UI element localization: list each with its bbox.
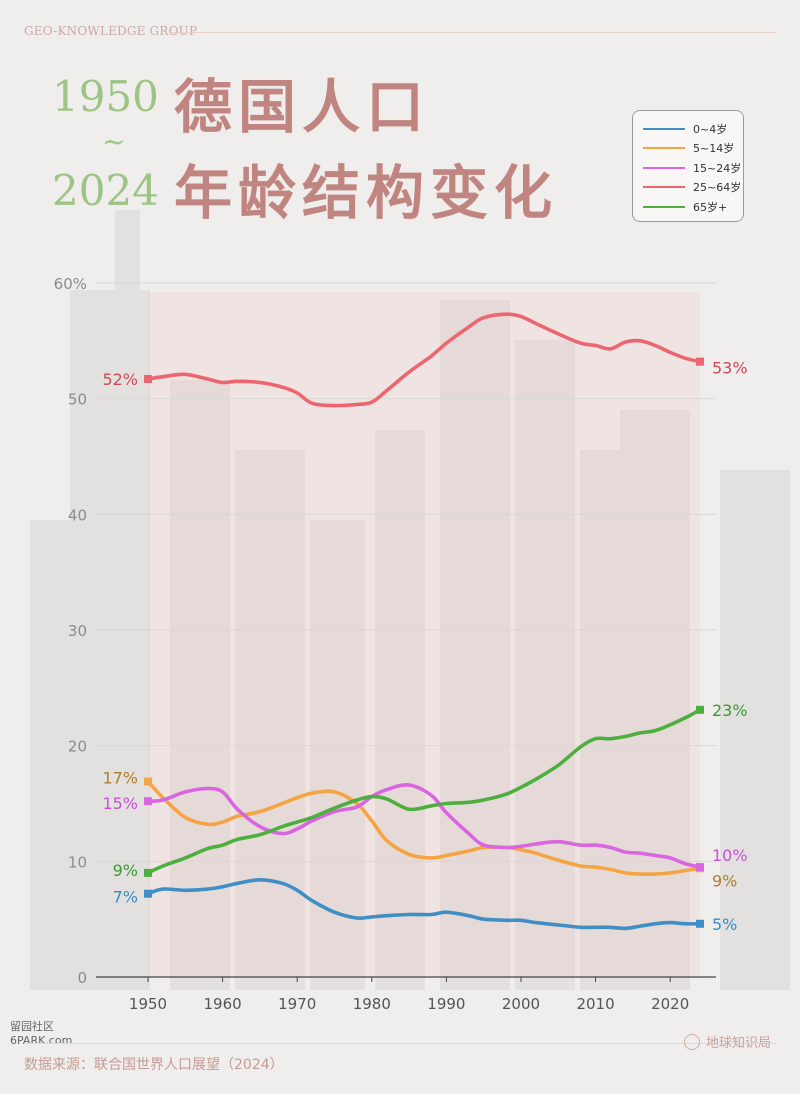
series-line (146, 312, 702, 408)
brand-label: GEO-KNOWLEDGE GROUP (24, 24, 198, 38)
legend-label: 15~24岁 (693, 161, 742, 175)
year-end: 2024 (52, 166, 159, 215)
x-tick-label: 1960 (204, 995, 242, 1013)
x-tick-label: 1990 (427, 995, 465, 1013)
series-end-marker (696, 357, 704, 366)
x-tick-label: 1980 (353, 995, 391, 1013)
series-end-marker (696, 863, 704, 872)
y-tick-label: 10 (68, 853, 87, 871)
series-line (146, 708, 702, 875)
y-tick-label: 0 (77, 969, 87, 987)
legend-item: 15~24岁 (643, 158, 743, 178)
x-tick-label: 2010 (576, 995, 614, 1013)
series-start-label: 15% (102, 794, 138, 813)
series-start-label: 9% (113, 861, 138, 880)
series-line (146, 779, 702, 876)
legend-item: 25~64岁 (643, 178, 743, 198)
series-end-label: 53% (712, 359, 748, 378)
series-start-marker (144, 868, 152, 877)
legend-item: 0~4岁 (643, 119, 743, 139)
series-end-marker (696, 705, 704, 714)
series-start-label: 7% (113, 888, 138, 907)
legend-label: 5~14岁 (693, 142, 735, 156)
series-start-marker (144, 797, 152, 806)
globe-icon (684, 1033, 700, 1050)
series-end-label: 5% (712, 915, 737, 934)
watermark-line-2: 6PARK.com (10, 1034, 73, 1047)
y-tick-label: 30 (68, 622, 87, 640)
legend-label: 65岁+ (693, 200, 728, 214)
data-source: 数据来源：联合国世界人口展望（2024） (24, 1057, 284, 1073)
legend-item: 65岁+ (643, 197, 743, 217)
legend-swatch (643, 186, 685, 189)
legend-swatch (643, 166, 685, 169)
footer-divider (24, 1043, 776, 1044)
series-start-label: 52% (102, 370, 138, 389)
x-tick-label: 2000 (502, 995, 540, 1013)
series-start-marker (144, 777, 152, 786)
series-line (146, 878, 702, 931)
y-tick-label: 40 (68, 506, 87, 524)
legend-swatch (643, 147, 685, 150)
series-start-label: 17% (102, 769, 138, 788)
legend-swatch (643, 205, 685, 208)
y-tick-label: 20 (68, 738, 87, 756)
series-end-label: 23% (712, 701, 748, 720)
y-tick-label: 60% (54, 275, 87, 293)
series-start-marker (144, 375, 152, 384)
y-tick-label: 50 (68, 391, 87, 409)
legend-label: 25~64岁 (693, 181, 742, 195)
x-tick-label: 1970 (278, 995, 316, 1013)
legend-swatch (643, 127, 685, 130)
chart-legend: 0~4岁 5~14岁 15~24岁 25~64岁 65岁+ (632, 110, 744, 222)
x-tick-label: 2020 (651, 995, 689, 1013)
title-line-2: 年龄结构变化 (174, 159, 559, 227)
series-end-marker (696, 919, 704, 928)
series-line (146, 783, 702, 869)
legend-label: 0~4岁 (693, 122, 728, 136)
publisher-name: 地球知识局 (706, 1036, 772, 1051)
brand-divider (170, 32, 776, 33)
publisher-badge: 地球知识局 (684, 1032, 771, 1051)
series-end-label: 9% (712, 871, 737, 890)
x-tick-label: 1950 (129, 995, 167, 1013)
title-line-1: 德国人口 (174, 73, 431, 141)
series-end-label: 10% (712, 846, 748, 865)
year-start: 1950 (52, 72, 159, 121)
year-separator: ~ (102, 125, 126, 158)
series-start-marker (144, 889, 152, 898)
legend-item: 5~14岁 (643, 139, 743, 159)
watermark-line-1: 留园社区 (10, 1020, 54, 1033)
